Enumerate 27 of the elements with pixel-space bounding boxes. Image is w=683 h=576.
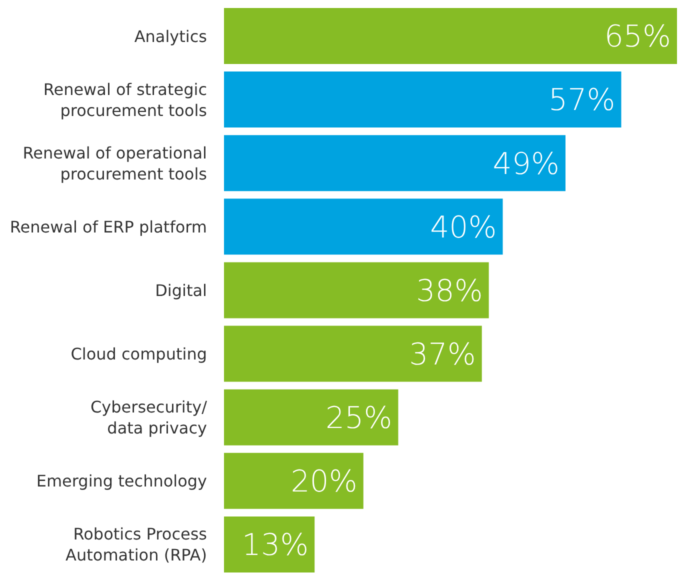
y-tick-label: Renewal of ERP platform: [10, 216, 207, 236]
bar: [224, 8, 677, 64]
data-label: 38%: [416, 274, 483, 309]
bar: [224, 135, 566, 192]
bar: [224, 452, 364, 509]
y-tick-label: Robotics Process Automation (RPA): [66, 524, 207, 564]
bar: [224, 326, 482, 382]
y-tick-label: Cloud computing: [70, 344, 207, 364]
data-label: 13%: [242, 528, 309, 564]
data-label: 57%: [548, 83, 616, 118]
bar: [224, 198, 503, 255]
data-label: 40%: [430, 210, 497, 246]
y-tick-label: Analytics: [134, 26, 207, 46]
bar: [224, 72, 622, 128]
bar: [224, 389, 398, 446]
y-tick-label: Renewal of operational procurement tools: [22, 142, 207, 183]
bar: [224, 516, 315, 572]
data-label: 37%: [409, 337, 476, 372]
y-tick-label: Cybersecurity/ data privacy: [90, 397, 208, 438]
bar: [224, 262, 489, 318]
y-tick-label: Digital: [155, 280, 207, 300]
y-tick-label: Renewal of strategic procurement tools: [43, 79, 207, 120]
data-label: 20%: [290, 464, 358, 500]
data-label: 49%: [492, 146, 560, 182]
y-tick-label: Emerging technology: [36, 471, 207, 490]
data-label: 25%: [326, 400, 392, 436]
data-label: 65%: [604, 20, 671, 55]
